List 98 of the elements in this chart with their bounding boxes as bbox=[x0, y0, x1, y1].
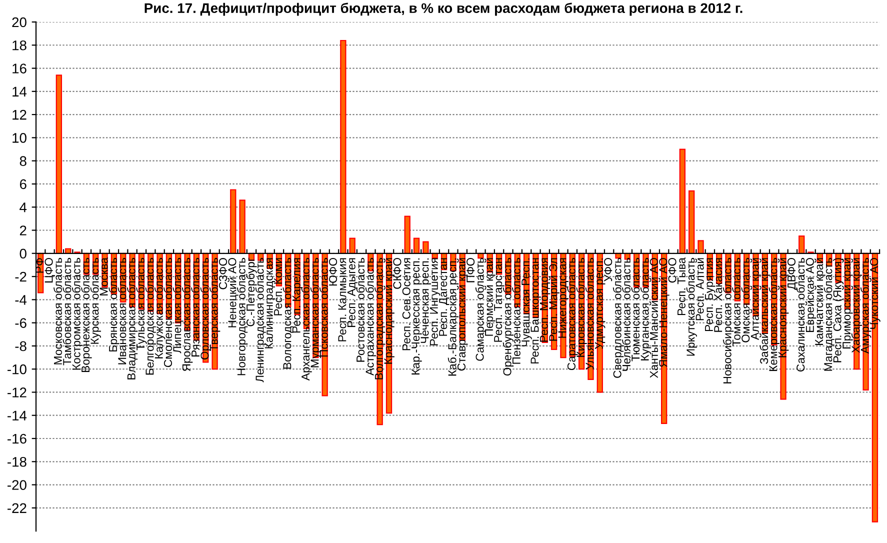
y-tick-label: -6 bbox=[15, 318, 26, 328]
x-tick-label: Респ. Ингушетия bbox=[430, 258, 440, 346]
y-tick-label: 16 bbox=[12, 64, 26, 74]
x-tick-label: Респ. Коми bbox=[274, 258, 282, 316]
x-tick-label: Ульяновская область bbox=[585, 258, 594, 370]
x-tick-label: Хабаровский край bbox=[851, 258, 862, 353]
x-tick-label: Курская область bbox=[90, 258, 101, 344]
x-tick-label: С.-Петербург bbox=[246, 258, 257, 326]
x-tick-label: Пермский край bbox=[484, 258, 496, 336]
x-tick-label: Респ. Дагестан bbox=[439, 258, 450, 336]
x-tick-label: Ставропольский край bbox=[456, 258, 468, 371]
y-tick-label: -18 bbox=[8, 456, 26, 467]
x-tick-label: Сахалинская область bbox=[796, 258, 805, 372]
x-tick-label: Московская область bbox=[54, 258, 62, 364]
x-tick-label: Рязанская область bbox=[191, 258, 200, 356]
x-tick-label: Орловская область bbox=[200, 258, 211, 360]
y-tick-label: -12 bbox=[8, 388, 26, 398]
x-tick-label: Респ. Адыгея bbox=[347, 258, 358, 327]
y-tick-label: -14 bbox=[8, 410, 27, 420]
x-tick-label: Респ. Мордовия bbox=[540, 258, 550, 342]
y-tick-label: 8 bbox=[20, 156, 26, 166]
x-tick-label: ЦФО bbox=[44, 258, 55, 282]
y-tick-label: -20 bbox=[8, 480, 26, 490]
x-tick-label: Челябинская область bbox=[622, 258, 630, 371]
bar bbox=[340, 40, 346, 254]
x-tick-label: Вологодская область bbox=[282, 258, 294, 369]
bar bbox=[679, 148, 686, 254]
y-tick-label: 20 bbox=[12, 17, 26, 28]
bar bbox=[404, 216, 410, 254]
y-tick-label: 18 bbox=[12, 40, 26, 50]
x-tick-label: Респ. Сев.Осетия bbox=[402, 258, 410, 350]
x-tick-label: Тюменская область bbox=[631, 258, 640, 362]
x-tick-label: Москва bbox=[100, 257, 108, 296]
x-tick-label: Омская область bbox=[741, 258, 750, 342]
y-tick-label: -8 bbox=[15, 341, 26, 352]
bar bbox=[688, 190, 695, 254]
x-tick-label: ЮФО bbox=[328, 258, 338, 286]
x-tick-label: Ростовская область bbox=[356, 258, 365, 362]
x-tick-label: Респ. Бурятия bbox=[705, 258, 716, 332]
x-tick-label: Чукотский АО bbox=[870, 258, 880, 329]
x-tick-label: Респ. Хакасия bbox=[714, 258, 722, 332]
x-tick-label: СКФО bbox=[393, 258, 402, 289]
bar bbox=[56, 74, 62, 254]
bar bbox=[698, 240, 704, 254]
x-tick-label: Ленинградская область bbox=[255, 258, 266, 382]
x-tick-label: Томская область bbox=[732, 258, 740, 346]
x-tick-label: Приморский край bbox=[842, 258, 853, 348]
x-tick-label: Нижегородская bbox=[558, 258, 569, 338]
x-tick-label: Краснодарский край bbox=[384, 258, 394, 364]
y-tick-label: 10 bbox=[12, 133, 26, 143]
y-tick-label: 0 bbox=[20, 248, 26, 259]
x-tick-label: Кар.-Черкесская респ. bbox=[412, 258, 422, 374]
y-tick-label: 12 bbox=[12, 110, 26, 120]
x-tick-label: Респ. Тыва bbox=[678, 257, 686, 316]
x-tick-label: Респ. Алтай bbox=[695, 258, 704, 320]
bar bbox=[349, 238, 356, 254]
x-tick-label: СЗФО bbox=[218, 258, 228, 290]
x-tick-label: Пензенская область bbox=[512, 258, 520, 364]
bar bbox=[413, 238, 420, 254]
y-tick-label: 14 bbox=[12, 86, 27, 96]
bar bbox=[798, 235, 805, 254]
y-tick-label: -22 bbox=[8, 503, 26, 513]
y-tick-label: -2 bbox=[15, 272, 26, 282]
x-tick-label: ПФО bbox=[466, 258, 475, 282]
x-tick-label: Респ. Марий Эл bbox=[548, 258, 560, 341]
x-tick-label: Удмуртская респ. bbox=[595, 258, 606, 350]
chart-title: Рис. 17. Дефицит/профицит бюджета, в % ко всем расходам бюджета региона в 2012 г. bbox=[144, 2, 742, 16]
x-tick-label: Красноярский край bbox=[778, 258, 789, 358]
x-tick-label: Липецкая область bbox=[172, 258, 184, 354]
x-tick-label: Респ. Саха (Якутия) bbox=[832, 258, 844, 362]
x-tick-label: Смоленская область bbox=[164, 258, 172, 368]
bar bbox=[230, 189, 236, 254]
y-tick-label: -4 bbox=[15, 295, 27, 305]
x-tick-label: Белгородская область bbox=[145, 258, 156, 375]
x-tick-label: Ямало-Ненецкий АО bbox=[658, 258, 670, 367]
x-tick-label: Чеченская респ. bbox=[420, 258, 431, 343]
x-tick-label: Респ. Калмыкия bbox=[338, 258, 346, 342]
y-tick-label: 2 bbox=[20, 226, 26, 236]
x-tick-label: Ивановская область bbox=[118, 258, 126, 364]
y-tick-label: -16 bbox=[8, 434, 26, 444]
x-tick-label: Ханты-Мансийский АО bbox=[649, 258, 658, 378]
x-tick-label: Калининградская bbox=[264, 258, 276, 348]
x-tick-label: Тамбовская область bbox=[62, 258, 72, 366]
x-tick-label: ДВФО bbox=[787, 258, 798, 290]
x-tick-label: Чувашская Респ. bbox=[522, 258, 532, 346]
bar bbox=[422, 241, 429, 254]
x-tick-label: Тверская область bbox=[209, 258, 220, 351]
x-tick-label: Респ. Карелия bbox=[292, 258, 303, 333]
y-tick-label: -10 bbox=[8, 364, 26, 374]
x-tick-label: Респ. Башкортостан bbox=[530, 258, 542, 364]
x-tick-label: Магаданская область bbox=[824, 258, 834, 371]
x-tick-label: Респ. Татарстан bbox=[494, 258, 504, 342]
x-tick-label: Ненецкий АО bbox=[228, 258, 238, 328]
x-tick-label: СФО bbox=[668, 258, 676, 283]
y-tick-label: 6 bbox=[20, 179, 26, 190]
bar bbox=[239, 200, 246, 254]
y-tick-label: 4 bbox=[20, 202, 27, 212]
x-tick-label: УФО bbox=[604, 258, 612, 282]
